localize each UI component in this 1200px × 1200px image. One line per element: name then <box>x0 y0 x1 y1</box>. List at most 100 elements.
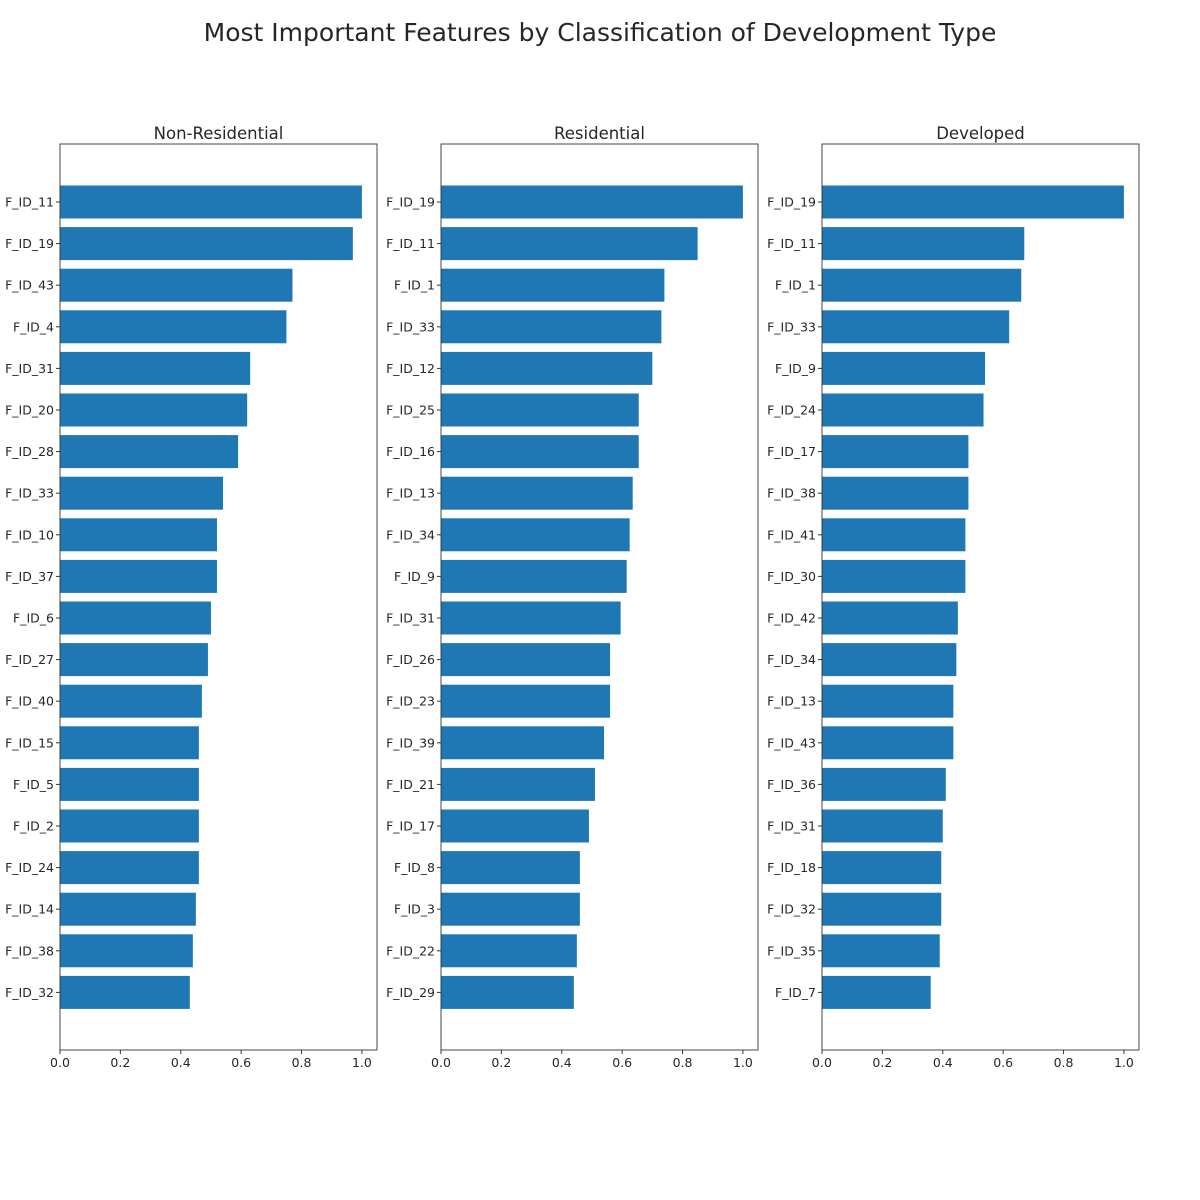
x-tick-label: 0.2 <box>872 1055 892 1070</box>
y-tick-label: F_ID_30 <box>767 569 816 584</box>
y-tick-label: F_ID_42 <box>767 611 816 626</box>
y-tick-label: F_ID_16 <box>386 444 435 459</box>
x-tick-label: 0.8 <box>292 1055 312 1070</box>
bar-f-id-31 <box>441 601 621 635</box>
bar-f-id-26 <box>441 643 611 677</box>
bar-f-id-27 <box>60 643 208 677</box>
bar-f-id-11 <box>441 227 698 261</box>
bar-f-id-41 <box>822 518 966 552</box>
y-tick-label: F_ID_1 <box>775 278 816 293</box>
x-tick-label: 0.8 <box>673 1055 693 1070</box>
bar-f-id-32 <box>60 975 190 1009</box>
bar-f-id-38 <box>822 476 969 510</box>
y-tick-label: F_ID_32 <box>767 902 816 917</box>
bar-f-id-18 <box>822 851 942 885</box>
bar-f-id-8 <box>441 851 580 885</box>
bar-f-id-19 <box>822 185 1124 219</box>
x-tick-label: 1.0 <box>352 1055 372 1070</box>
bar-f-id-12 <box>441 351 653 385</box>
bar-f-id-7 <box>822 975 931 1009</box>
x-tick-label: 0.0 <box>431 1055 451 1070</box>
x-tick-label: 0.0 <box>812 1055 832 1070</box>
bar-f-id-40 <box>60 684 202 718</box>
y-tick-label: F_ID_17 <box>386 819 435 834</box>
bar-f-id-23 <box>441 684 611 718</box>
y-tick-label: F_ID_34 <box>386 527 435 542</box>
bar-f-id-19 <box>441 185 743 219</box>
chart-title: Developed <box>936 124 1025 143</box>
bar-f-id-5 <box>60 767 199 801</box>
y-tick-label: F_ID_33 <box>767 319 816 334</box>
x-tick-label: 0.4 <box>171 1055 191 1070</box>
x-tick-label: 0.4 <box>552 1055 572 1070</box>
y-tick-label: F_ID_27 <box>5 652 54 667</box>
y-tick-label: F_ID_4 <box>13 319 54 334</box>
bar-f-id-16 <box>441 435 639 469</box>
bar-f-id-14 <box>60 892 196 926</box>
y-tick-label: F_ID_37 <box>5 569 54 584</box>
figure-title: Most Important Features by Classificatio… <box>203 18 997 47</box>
y-tick-label: F_ID_11 <box>386 236 435 251</box>
bar-f-id-31 <box>822 809 943 843</box>
y-tick-label: F_ID_21 <box>386 777 435 792</box>
bar-f-id-43 <box>822 726 954 760</box>
chart-panel-3: Developed F_ID_19 F_ID_11 F_ID_1 F_ID_33 F_ID… <box>767 124 1140 1070</box>
bar-f-id-21 <box>441 767 595 801</box>
bar-f-id-31 <box>60 351 251 385</box>
bar-f-id-39 <box>441 726 605 760</box>
bar-f-id-11 <box>822 227 1025 261</box>
y-tick-label: F_ID_8 <box>394 860 435 875</box>
chart-title: Residential <box>554 124 645 143</box>
x-tick-label: 0.6 <box>612 1055 632 1070</box>
y-tick-label: F_ID_35 <box>767 943 816 958</box>
chart-panel-1: Non-Residential F_ID_11 F_ID_19 F_ID_43 F_ID… <box>5 124 378 1070</box>
bar-f-id-29 <box>441 975 574 1009</box>
x-tick-label: 0.6 <box>993 1055 1013 1070</box>
y-tick-label: F_ID_38 <box>767 486 816 501</box>
y-tick-label: F_ID_43 <box>5 278 54 293</box>
y-tick-label: F_ID_34 <box>767 652 816 667</box>
y-tick-label: F_ID_41 <box>767 527 816 542</box>
y-tick-label: F_ID_1 <box>394 278 435 293</box>
bar-f-id-13 <box>822 684 954 718</box>
y-tick-label: F_ID_39 <box>386 735 435 750</box>
y-tick-label: F_ID_18 <box>767 860 816 875</box>
bar-f-id-33 <box>822 310 1010 344</box>
y-tick-label: F_ID_38 <box>5 943 54 958</box>
bar-f-id-33 <box>441 310 662 344</box>
bar-f-id-2 <box>60 809 199 843</box>
bar-f-id-1 <box>822 268 1022 302</box>
bar-f-id-42 <box>822 601 958 635</box>
y-tick-label: F_ID_32 <box>5 985 54 1000</box>
bar-f-id-3 <box>441 892 580 926</box>
chart-panel-2: Residential F_ID_19 F_ID_11 F_ID_1 F_ID_33 F_… <box>386 124 759 1070</box>
y-tick-label: F_ID_20 <box>5 403 54 418</box>
y-tick-label: F_ID_23 <box>386 694 435 709</box>
y-tick-label: F_ID_10 <box>5 527 54 542</box>
y-tick-label: F_ID_24 <box>767 403 816 418</box>
y-tick-label: F_ID_12 <box>386 361 435 376</box>
bar-f-id-38 <box>60 934 193 968</box>
y-tick-label: F_ID_36 <box>767 777 816 792</box>
x-tick-label: 0.0 <box>50 1055 70 1070</box>
x-tick-label: 0.4 <box>933 1055 953 1070</box>
bar-f-id-34 <box>822 643 957 677</box>
y-tick-label: F_ID_33 <box>386 319 435 334</box>
y-tick-label: F_ID_19 <box>767 195 816 210</box>
y-tick-label: F_ID_31 <box>767 819 816 834</box>
bar-f-id-10 <box>60 518 217 552</box>
y-tick-label: F_ID_43 <box>767 735 816 750</box>
bar-f-id-28 <box>60 435 239 469</box>
bar-f-id-11 <box>60 185 362 219</box>
y-tick-label: F_ID_33 <box>5 486 54 501</box>
y-tick-label: F_ID_25 <box>386 403 435 418</box>
bar-f-id-36 <box>822 767 946 801</box>
y-tick-label: F_ID_31 <box>386 611 435 626</box>
x-tick-label: 0.2 <box>110 1055 130 1070</box>
bar-f-id-34 <box>441 518 630 552</box>
chart-title: Non-Residential <box>154 124 284 143</box>
y-tick-label: F_ID_22 <box>386 943 435 958</box>
y-tick-label: F_ID_40 <box>5 694 54 709</box>
bar-f-id-17 <box>822 435 969 469</box>
bar-f-id-25 <box>441 393 639 427</box>
